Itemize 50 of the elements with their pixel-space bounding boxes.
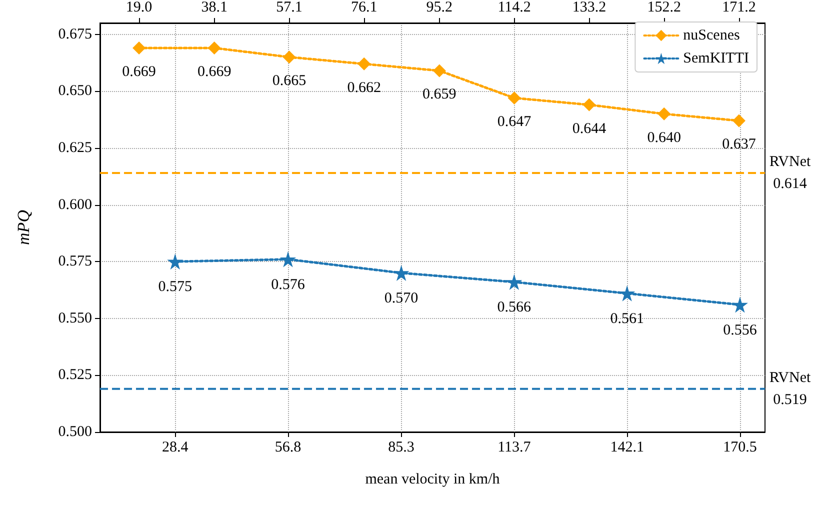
x2-tick-label: 76.1 [350, 0, 378, 16]
data-label: 0.644 [572, 120, 607, 137]
y-tick-label: 0.600 [58, 196, 92, 213]
y-axis-title: mPQ [14, 210, 33, 245]
data-label: 0.659 [422, 86, 456, 103]
point [732, 296, 748, 313]
x2-tick-label: 38.1 [201, 0, 228, 16]
x-axis-title: mean velocity in km/h [365, 472, 500, 488]
y-tick-label: 0.625 [58, 140, 92, 156]
point [280, 251, 296, 268]
x2-tick-label: 114.2 [498, 0, 531, 16]
data-label: 0.566 [497, 300, 532, 316]
data-label: 0.662 [347, 80, 381, 96]
x2-tick-label: 19.0 [126, 0, 152, 16]
data-label: 0.575 [158, 279, 192, 296]
y-tick-label: 0.500 [58, 424, 92, 440]
legend-label: SemKITTI [683, 50, 750, 66]
data-label: 0.561 [610, 310, 644, 327]
point [393, 264, 410, 281]
data-label: 0.640 [647, 130, 681, 146]
y-tick-label: 0.575 [58, 254, 92, 270]
x2-tick-label: 152.2 [647, 0, 681, 16]
point [506, 274, 522, 290]
data-label: 0.570 [384, 290, 418, 306]
y-tick-label: 0.550 [58, 310, 92, 326]
data-label: 0.556 [723, 322, 758, 338]
point [619, 285, 636, 302]
y-tick-label: 0.675 [58, 26, 92, 42]
x-tick-label: 170.5 [723, 440, 757, 456]
legend-label: nuScenes [683, 28, 740, 44]
ref-line-label: RVNet 0.519 [769, 370, 812, 408]
ref-line-label: RVNet 0.614 [769, 154, 812, 192]
x-tick-label: 28.4 [162, 440, 189, 456]
y-tick-label: 0.650 [58, 83, 92, 100]
x-tick-label: 56.8 [274, 440, 302, 456]
x2-tick-label: 95.2 [426, 0, 453, 16]
data-label: 0.576 [271, 276, 306, 293]
point [167, 254, 184, 270]
x2-tick-label: 57.1 [276, 0, 302, 16]
x-tick-label: 142.1 [610, 440, 644, 456]
x2-tick-label: 171.2 [722, 0, 756, 16]
data-label: 0.647 [497, 114, 532, 130]
x-tick-label: 85.3 [388, 440, 414, 456]
data-label: 0.665 [272, 73, 306, 90]
data-label: 0.637 [722, 136, 756, 153]
y-tick-label: 0.525 [58, 367, 92, 384]
data-label: 0.669 [122, 64, 156, 80]
x2-tick-label: 133.2 [572, 0, 606, 16]
x-tick-label: 113.7 [498, 440, 532, 456]
data-label: 0.669 [197, 64, 232, 80]
